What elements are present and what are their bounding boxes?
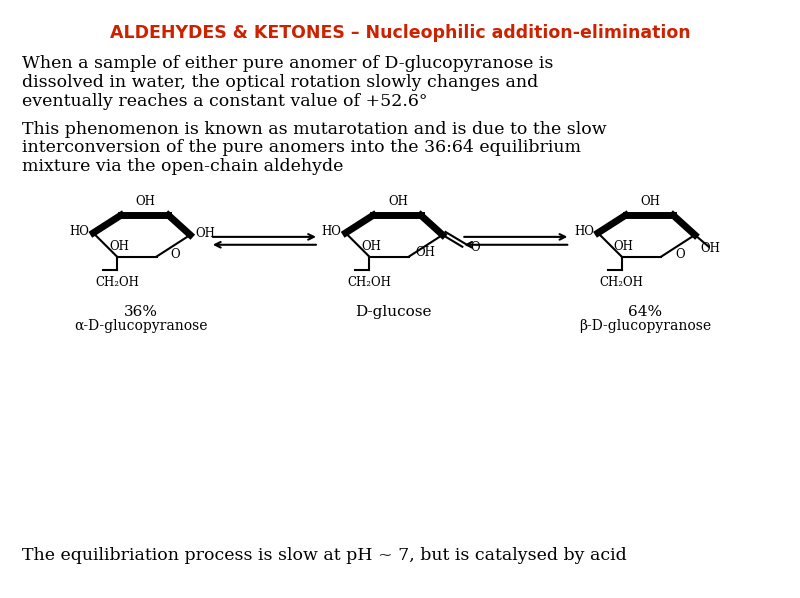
Text: HO: HO <box>574 225 594 239</box>
Text: mixture via the open-chain aldehyde: mixture via the open-chain aldehyde <box>22 158 343 175</box>
Text: β-D-glucopyranose: β-D-glucopyranose <box>579 319 711 332</box>
Text: When a sample of either pure anomer of D-glucopyranose is: When a sample of either pure anomer of D… <box>22 56 554 72</box>
Text: OH: OH <box>701 242 721 255</box>
Text: interconversion of the pure anomers into the 36:64 equilibrium: interconversion of the pure anomers into… <box>22 139 581 156</box>
Text: The equilibriation process is slow at pH ~ 7, but is catalysed by acid: The equilibriation process is slow at pH… <box>22 547 626 563</box>
Text: OH: OH <box>641 195 660 208</box>
Text: O: O <box>170 248 180 261</box>
Text: ALDEHYDES & KETONES – Nucleophilic addition-elimination: ALDEHYDES & KETONES – Nucleophilic addit… <box>110 24 690 42</box>
Text: CH₂OH: CH₂OH <box>600 276 644 289</box>
Text: This phenomenon is known as mutarotation and is due to the slow: This phenomenon is known as mutarotation… <box>22 121 606 138</box>
Text: 36%: 36% <box>124 305 158 319</box>
Text: OH: OH <box>614 240 634 253</box>
Text: HO: HO <box>70 225 90 239</box>
Text: O: O <box>675 248 685 261</box>
Text: CH₂OH: CH₂OH <box>347 276 391 289</box>
Text: OH: OH <box>109 240 129 253</box>
Text: O: O <box>470 241 480 254</box>
Text: OH: OH <box>136 195 156 208</box>
Text: HO: HO <box>322 225 342 239</box>
Text: dissolved in water, the optical rotation slowly changes and: dissolved in water, the optical rotation… <box>22 74 538 91</box>
Text: OH: OH <box>388 195 408 208</box>
Text: OH: OH <box>195 227 215 240</box>
Text: eventually reaches a constant value of +52.6°: eventually reaches a constant value of +… <box>22 93 427 110</box>
Text: α-D-glucopyranose: α-D-glucopyranose <box>74 319 207 332</box>
Text: CH₂OH: CH₂OH <box>95 276 139 289</box>
Text: D-glucose: D-glucose <box>355 305 431 319</box>
Text: 64%: 64% <box>628 305 662 319</box>
Text: OH: OH <box>362 240 382 253</box>
Text: OH: OH <box>416 246 436 259</box>
